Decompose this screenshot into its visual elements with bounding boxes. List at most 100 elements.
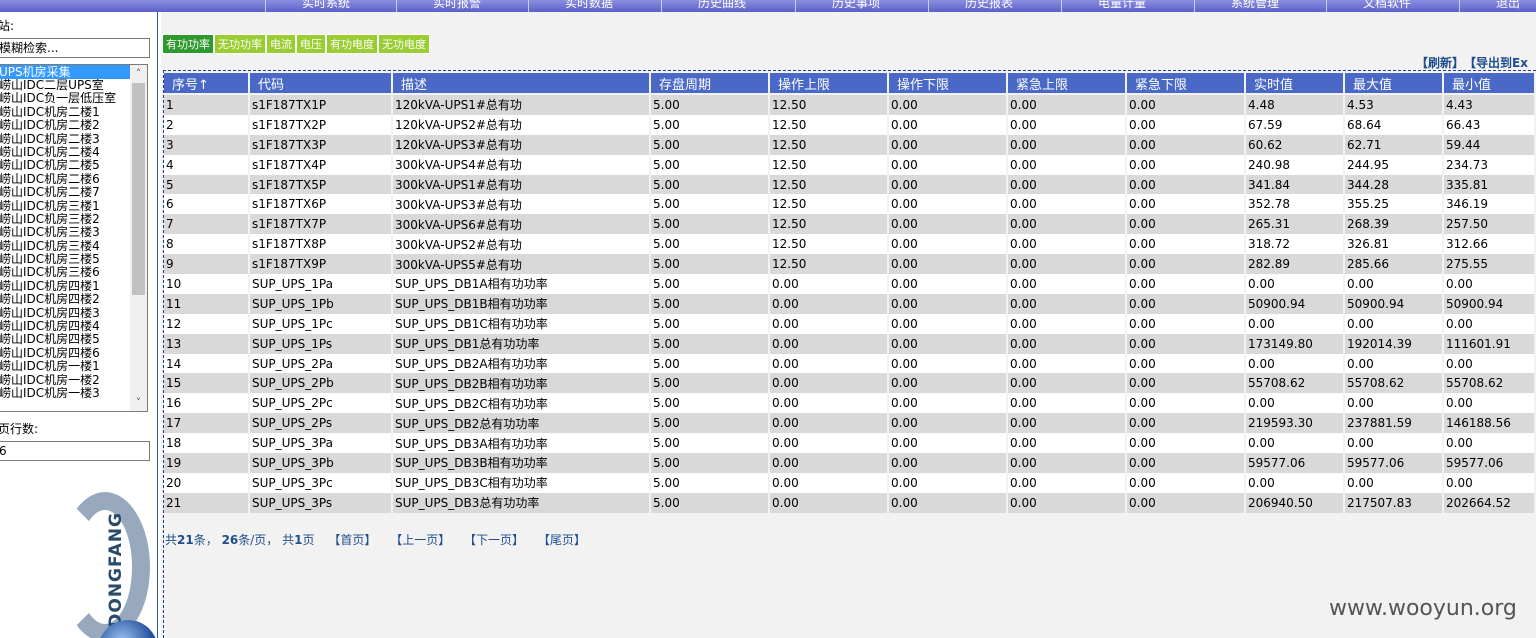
table-row[interactable]: 6 s1F187TX6P 300kVA-UPS3#总有功 5.00 12.50 0.00 0…: [164, 194, 1536, 215]
nav-item-9[interactable]: 退出: [1459, 0, 1536, 12]
table-row[interactable]: 21 SUP_UPS_3Ps SUP_UPS_DB3总有功功率 5.00 0.00 0.0…: [164, 492, 1536, 513]
column-header[interactable]: 紧急上限: [1008, 73, 1127, 95]
table-row[interactable]: 10 SUP_UPS_1Pa SUP_UPS_DB1A相有功功率 5.00 0.00 0.…: [164, 274, 1536, 294]
table-cell: 318.72: [1246, 234, 1345, 255]
site-list-item[interactable]: 崂山IDC机房三楼1: [0, 199, 100, 213]
site-list-item[interactable]: 崂山IDC机房三楼3: [0, 226, 100, 240]
column-header[interactable]: 描述: [393, 73, 651, 95]
column-header[interactable]: 代码: [250, 73, 393, 95]
table-row[interactable]: 11 SUP_UPS_1Pb SUP_UPS_DB1B相有功功率 5.00 0.00 0.…: [164, 293, 1536, 314]
site-list-item[interactable]: 崂山IDC机房三楼2: [0, 212, 100, 226]
table-row[interactable]: 13 SUP_UPS_1Ps SUP_UPS_DB1总有功功率 5.00 0.00 0.0…: [164, 333, 1536, 354]
table-cell: 67.59: [1246, 114, 1345, 135]
tab-5[interactable]: 无功电度: [378, 34, 430, 54]
site-list-item[interactable]: 崂山IDC二层UPS室: [0, 79, 104, 92]
site-list-item[interactable]: 崂山IDC机房四楼6: [0, 346, 100, 360]
nav-item-4[interactable]: 历史事项: [795, 0, 928, 12]
site-list-item[interactable]: 崂山IDC机房四楼1: [0, 279, 100, 293]
site-list-item[interactable]: 崂山IDC机房一楼2: [0, 373, 100, 387]
site-list-item[interactable]: 崂山IDC机房二楼5: [0, 159, 100, 173]
table-cell: 5.00: [651, 174, 770, 195]
column-header[interactable]: 最小值: [1444, 73, 1536, 95]
table-cell: 0.00: [1127, 433, 1246, 454]
tab-2[interactable]: 电流: [266, 34, 296, 54]
table-cell: 0.00: [1008, 353, 1127, 374]
site-list-item[interactable]: 崂山IDC机房四楼4: [0, 320, 100, 334]
table-cell: 0.00: [889, 373, 1008, 394]
column-header[interactable]: 紧急下限: [1127, 73, 1246, 95]
table-cell: SUP_UPS_2Pc: [250, 393, 393, 414]
nav-item-8[interactable]: 文档软件: [1326, 0, 1459, 12]
scroll-down-icon[interactable]: ˅: [135, 396, 142, 409]
site-list-item[interactable]: 崂山IDC机房三楼6: [0, 266, 100, 280]
table-row[interactable]: 17 SUP_UPS_2Ps SUP_UPS_DB2总有功功率 5.00 0.00 0.0…: [164, 413, 1536, 434]
tab-1[interactable]: 无功功率: [214, 34, 266, 54]
tab-3[interactable]: 电压: [296, 34, 326, 54]
site-list-item[interactable]: 崂山IDC负一层低压室: [0, 92, 117, 106]
nav-item-0[interactable]: 实时系统: [265, 0, 396, 12]
pager-pages: 1: [294, 533, 303, 547]
next-page-link[interactable]: 【下一页】: [464, 533, 525, 547]
table-row[interactable]: 1 s1F187TX1P 120kVA-UPS1#总有功 5.00 12.50 0.00 0…: [164, 95, 1536, 115]
table-row[interactable]: 12 SUP_UPS_1Pc SUP_UPS_DB1C相有功功率 5.00 0.00 0.…: [164, 313, 1536, 334]
table-cell: 50900.94: [1444, 293, 1536, 314]
tab-4[interactable]: 有功电度: [326, 34, 378, 54]
table-row[interactable]: 5 s1F187TX5P 300kVA-UPS1#总有功 5.00 12.50 0.00 0…: [164, 174, 1536, 195]
table-row[interactable]: 18 SUP_UPS_3Pa SUP_UPS_DB3A相有功功率 5.00 0.00 0.…: [164, 433, 1536, 454]
last-page-link[interactable]: 【尾页】: [537, 533, 586, 547]
table-row[interactable]: 15 SUP_UPS_2Pb SUP_UPS_DB2B相有功功率 5.00 0.00 0.…: [164, 373, 1536, 394]
table-row[interactable]: 16 SUP_UPS_2Pc SUP_UPS_DB2C相有功功率 5.00 0.00 0.…: [164, 393, 1536, 414]
site-list-item[interactable]: 崂山IDC机房一楼3: [0, 386, 100, 400]
table-row[interactable]: 8 s1F187TX8P 300kVA-UPS2#总有功 5.00 12.50 0.00 0…: [164, 234, 1536, 255]
site-list-item[interactable]: 崂山IDC机房四楼2: [0, 293, 100, 307]
site-list-item[interactable]: 崂山IDC机房二楼2: [0, 119, 100, 133]
table-row[interactable]: 7 s1F187TX7P 300kVA-UPS6#总有功 5.00 12.50 0.00 0…: [164, 214, 1536, 235]
site-list-item[interactable]: 崂山IDC机房二楼4: [0, 145, 100, 159]
column-header[interactable]: 实时值: [1246, 73, 1345, 95]
nav-item-2[interactable]: 实时数据: [528, 0, 661, 12]
site-search-input[interactable]: 模糊检索...: [0, 38, 150, 58]
first-page-link[interactable]: 【首页】: [328, 533, 377, 547]
site-list-item[interactable]: 崂山IDC机房三楼5: [0, 253, 100, 267]
nav-item-6[interactable]: 电量计量: [1061, 0, 1194, 12]
site-list-item[interactable]: 崂山IDC机房一楼1: [0, 360, 100, 374]
scroll-up-icon[interactable]: ˄: [135, 67, 142, 80]
refresh-link[interactable]: 【刷新】: [1416, 56, 1465, 70]
prev-page-link[interactable]: 【上一页】: [390, 533, 451, 547]
site-list-item[interactable]: 崂山IDC机房二楼7: [0, 186, 100, 200]
site-list[interactable]: UPS机房采集 崂山IDC二层UPS室 崂山IDC负一层低压室 崂山IDC机房二楼1 崂…: [0, 64, 148, 412]
table-cell: 59.44: [1444, 134, 1536, 155]
table-row[interactable]: 14 SUP_UPS_2Pa SUP_UPS_DB2A相有功功率 5.00 0.00 0.…: [164, 353, 1536, 374]
table-row[interactable]: 4 s1F187TX4P 300kVA-UPS4#总有功 5.00 12.50 0.00 0…: [164, 154, 1536, 175]
table-cell: 0.00: [1127, 353, 1246, 374]
site-list-item[interactable]: 崂山IDC机房二楼6: [0, 172, 100, 186]
column-header[interactable]: 最大值: [1345, 73, 1444, 95]
nav-item-3[interactable]: 历史曲线: [661, 0, 795, 12]
table-cell: 282.89: [1246, 254, 1345, 275]
site-list-scrollbar[interactable]: ˄ ˅: [130, 65, 147, 411]
site-list-item[interactable]: 崂山IDC机房三楼4: [0, 239, 100, 253]
scroll-thumb[interactable]: [132, 83, 145, 295]
site-list-item[interactable]: 崂山IDC机房四楼5: [0, 333, 100, 347]
site-list-item[interactable]: 崂山IDC机房二楼3: [0, 132, 100, 146]
table-row[interactable]: 2 s1F187TX2P 120kVA-UPS2#总有功 5.00 12.50 0.00 0…: [164, 114, 1536, 135]
table-row[interactable]: 19 SUP_UPS_3Pb SUP_UPS_DB3B相有功功率 5.00 0.00 0.…: [164, 453, 1536, 473]
export-excel-link[interactable]: 【导出到Ex: [1470, 56, 1528, 70]
tab-0[interactable]: 有功功率: [162, 34, 214, 54]
table-cell: 0.00: [770, 293, 889, 314]
table-row[interactable]: 20 SUP_UPS_3Pc SUP_UPS_DB3C相有功功率 5.00 0.00 0.…: [164, 472, 1536, 493]
rows-per-page-input[interactable]: 6: [0, 441, 150, 461]
table-row[interactable]: 3 s1F187TX3P 120kVA-UPS3#总有功 5.00 12.50 0.00 0…: [164, 134, 1536, 155]
column-header[interactable]: 存盘周期: [651, 73, 770, 95]
column-header[interactable]: 操作上限: [770, 73, 889, 95]
column-header[interactable]: 序号↑: [164, 73, 250, 95]
site-list-item[interactable]: 崂山IDC机房四楼3: [0, 306, 100, 320]
pager-pages-prefix: 共: [282, 533, 295, 547]
nav-item-5[interactable]: 历史报表: [928, 0, 1061, 12]
site-list-item[interactable]: 崂山IDC机房二楼1: [0, 105, 100, 119]
site-list-item[interactable]: UPS机房采集: [0, 65, 131, 79]
nav-item-7[interactable]: 系统管理: [1194, 0, 1326, 12]
table-row[interactable]: 9 s1F187TX9P 300kVA-UPS5#总有功 5.00 12.50 0.00 0…: [164, 254, 1536, 275]
nav-item-1[interactable]: 实时报警: [396, 0, 528, 12]
column-header[interactable]: 操作下限: [889, 73, 1008, 95]
